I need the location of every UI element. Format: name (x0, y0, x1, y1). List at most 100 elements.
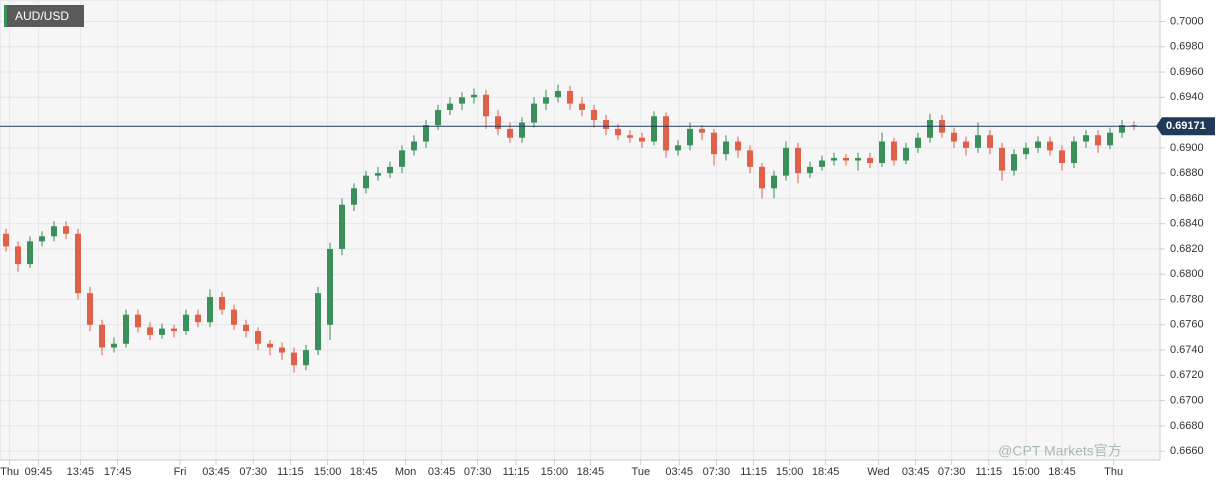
candle-body (39, 236, 45, 242)
candle-body (87, 293, 93, 325)
x-tick-label: 15:00 (1012, 466, 1040, 478)
candle-body (3, 233, 9, 247)
candle-body (711, 132, 717, 155)
candle-body (747, 150, 753, 167)
candle-body (879, 141, 885, 164)
candle-body (363, 175, 369, 189)
candle-body (183, 314, 189, 332)
y-tick-label: 0.6720 (1170, 369, 1204, 381)
candle-body (27, 241, 33, 265)
candle-body (795, 147, 801, 174)
candle-body (927, 120, 933, 138)
x-tick-label: 09:45 (25, 466, 53, 478)
y-tick-label: 0.6680 (1170, 420, 1204, 432)
x-tick-label: 13:45 (67, 466, 95, 478)
candle-body (243, 324, 249, 332)
y-tick-label: 0.6940 (1170, 91, 1204, 103)
candle-body (111, 343, 117, 348)
candle-body (963, 141, 969, 148)
candle-body (171, 328, 177, 332)
x-tick-label: 03:45 (202, 466, 230, 478)
y-tick-label: 0.6780 (1170, 293, 1204, 305)
y-tick-label: 0.6960 (1170, 66, 1204, 78)
x-tick-label: 15:00 (541, 466, 569, 478)
current-price-flag (1156, 117, 1215, 136)
x-tick-label: 11:15 (975, 466, 1002, 478)
candle-body (435, 109, 441, 126)
y-tick-label: 0.6980 (1170, 41, 1204, 53)
x-tick-label: Tue (632, 466, 651, 478)
candle-body (567, 90, 573, 104)
candle-body (195, 314, 201, 323)
candle-body (867, 157, 873, 164)
candle-body (15, 246, 21, 265)
title-accent (4, 5, 7, 27)
candle-body (51, 226, 57, 237)
y-tick-label: 0.6820 (1170, 243, 1204, 255)
y-tick-label: 0.6840 (1170, 218, 1204, 230)
candle-body (903, 147, 909, 161)
candle-body (219, 296, 225, 310)
candle-body (375, 173, 381, 176)
candle-body (543, 97, 549, 104)
candle-body (519, 122, 525, 138)
candle-body (531, 103, 537, 123)
candle-body (327, 248, 333, 325)
x-tick-label: 18:45 (577, 466, 605, 478)
candle-body (771, 175, 777, 189)
candle-body (207, 296, 213, 323)
x-tick-label: Fri (174, 466, 187, 478)
x-tick-label: 03:45 (902, 466, 930, 478)
candle-body (459, 97, 465, 104)
y-tick-label: 0.6900 (1170, 142, 1204, 154)
candle-body (975, 135, 981, 148)
y-tick-label: 0.6880 (1170, 167, 1204, 179)
candle-body (471, 94, 477, 98)
candle-body (135, 314, 141, 328)
x-tick-label: Wed (867, 466, 889, 478)
candle-body (159, 328, 165, 335)
candle-body (351, 188, 357, 205)
chart-title: AUD/USD (15, 9, 69, 23)
candle-body (1071, 141, 1077, 164)
candle-body (807, 166, 813, 174)
candle-body (579, 103, 585, 110)
x-tick-label: 11:15 (740, 466, 767, 478)
candle-body (639, 137, 645, 142)
candle-body (1059, 150, 1065, 164)
y-tick-label: 0.7000 (1170, 15, 1204, 27)
x-tick-label: 11:15 (277, 466, 304, 478)
candle-body (831, 157, 837, 161)
candle-body (231, 309, 237, 325)
candle-body (951, 132, 957, 142)
candle-body (603, 120, 609, 129)
candle-body (915, 137, 921, 148)
candle-body (99, 324, 105, 348)
candle-body (1131, 125, 1137, 127)
x-tick-label: 07:30 (938, 466, 966, 478)
candle-body (663, 116, 669, 151)
plot-area (0, 0, 1161, 461)
candle-body (783, 147, 789, 176)
candle-body (279, 347, 285, 353)
x-tick-label: 07:30 (239, 466, 267, 478)
candle-body (63, 226, 69, 234)
candle-body (1023, 147, 1029, 155)
candle-body (999, 147, 1005, 171)
candle-body (723, 141, 729, 155)
x-tick-label: 03:45 (428, 466, 456, 478)
candle-body (1119, 125, 1125, 133)
x-tick-label: Thu (1104, 466, 1123, 478)
candle-body (267, 343, 273, 348)
candle-body (339, 204, 345, 249)
x-tick-label: 07:30 (703, 466, 731, 478)
candle-body (591, 109, 597, 121)
candle-body (483, 94, 489, 117)
candle-body (1107, 132, 1113, 146)
candle-body (123, 314, 129, 344)
candle-body (555, 90, 561, 98)
x-tick-label: Thu (0, 466, 19, 478)
candle-body (891, 141, 897, 161)
candle-body (1095, 135, 1101, 146)
